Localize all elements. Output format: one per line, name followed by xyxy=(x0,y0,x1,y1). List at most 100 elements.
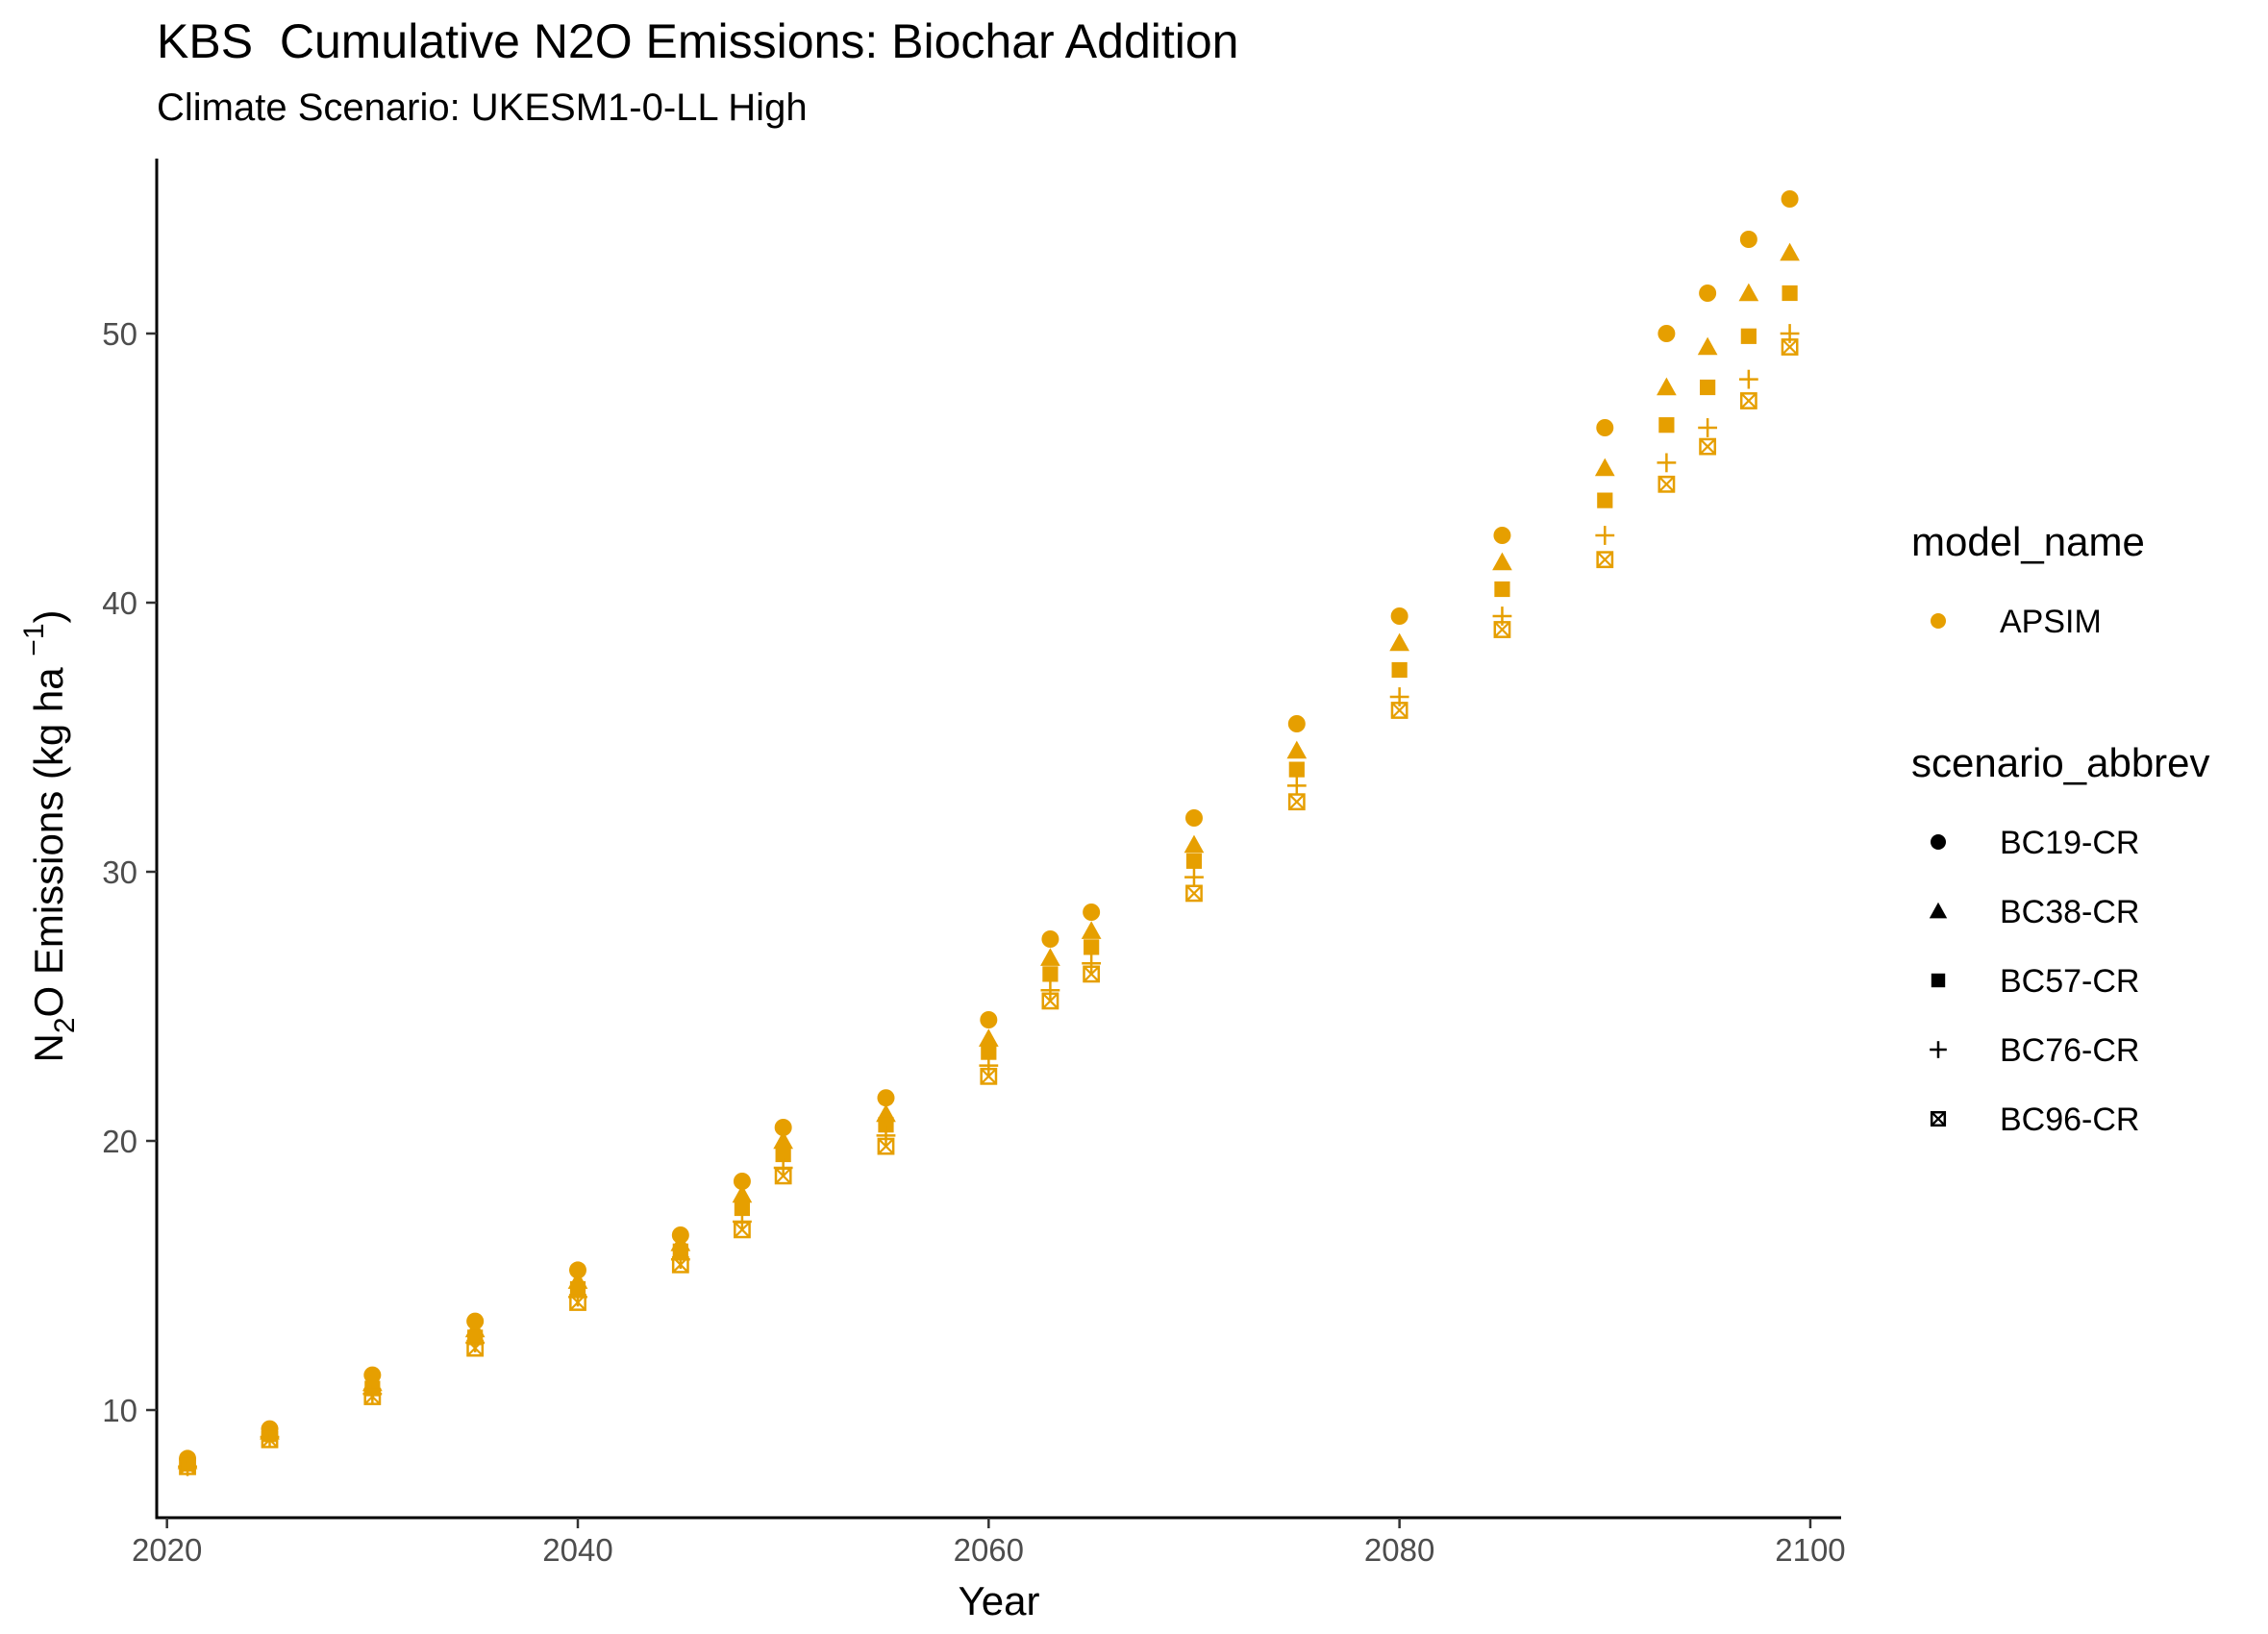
series-BC76-CR xyxy=(178,324,1800,1476)
point-BC76-CR-2065 xyxy=(1082,953,1102,974)
data-points xyxy=(177,190,1800,1476)
point-BC38-CR-2063 xyxy=(1040,948,1060,966)
point-BC76-CR-2060 xyxy=(979,1055,999,1076)
point-BC96-CR-2030 xyxy=(363,1388,382,1405)
chart-title: KBS Cumulative N2O Emissions: Biochar Ad… xyxy=(157,14,1239,68)
y-tick-label: 50 xyxy=(102,316,137,352)
series-BC38-CR xyxy=(177,242,1800,1470)
x-axis-title: Year xyxy=(959,1578,1040,1623)
legend-model_name: model_name APSIM xyxy=(1911,519,2145,640)
point-BC76-CR-2063 xyxy=(1040,980,1060,1001)
point-BC96-CR-2093 xyxy=(1657,475,1676,493)
point-BC96-CR-2021 xyxy=(179,1457,196,1475)
y-tick-label: 10 xyxy=(102,1393,137,1428)
point-BC76-CR-2090 xyxy=(1595,526,1615,545)
axes xyxy=(155,159,1841,1520)
x-tick-label: 2100 xyxy=(1775,1532,1845,1568)
point-BC57-CR-2048 xyxy=(734,1200,751,1217)
point-BC38-CR-2048 xyxy=(732,1184,753,1203)
series-BC96-CR xyxy=(179,338,1799,1475)
point-BC57-CR-2060 xyxy=(981,1044,997,1060)
legend-label: APSIM xyxy=(2000,604,2102,640)
point-BC57-CR-2085 xyxy=(1494,581,1510,598)
legend-title: model_name xyxy=(1911,519,2145,564)
x-tick-label: 2060 xyxy=(954,1532,1024,1568)
point-BC76-CR-2075 xyxy=(1286,776,1307,796)
point-BC96-CR-2070 xyxy=(1185,884,1203,903)
point-BC38-CR-2090 xyxy=(1594,458,1615,477)
point-BC96-CR-2035 xyxy=(466,1339,485,1357)
y-tick-label: 20 xyxy=(102,1124,137,1159)
point-BC57-CR-2097 xyxy=(1740,328,1757,344)
point-BC19-CR-2055 xyxy=(877,1089,895,1107)
point-BC96-CR-2080 xyxy=(1390,702,1408,719)
point-BC19-CR-2097 xyxy=(1739,231,1757,248)
point-BC57-CR-2063 xyxy=(1042,966,1059,982)
point-BC76-CR-2070 xyxy=(1184,867,1204,887)
legend-label: BC76-CR xyxy=(2000,1032,2139,1069)
point-BC19-CR-2060 xyxy=(980,1011,998,1028)
point-BC96-CR-2040 xyxy=(569,1294,586,1311)
point-BC38-CR-2099 xyxy=(1780,242,1800,261)
point-BC19-CR-2048 xyxy=(733,1173,751,1190)
legend-label: BC57-CR xyxy=(2000,963,2139,1000)
point-BC57-CR-2075 xyxy=(1288,761,1305,778)
point-BC19-CR-2090 xyxy=(1596,419,1614,436)
point-BC57-CR-2099 xyxy=(1782,285,1798,302)
legend-key-BC76-CR xyxy=(1930,1041,1947,1058)
x-tick-label: 2080 xyxy=(1364,1532,1434,1568)
point-BC19-CR-2065 xyxy=(1083,904,1101,921)
legend-label: BC96-CR xyxy=(2000,1102,2139,1138)
point-BC38-CR-2095 xyxy=(1697,336,1718,356)
point-BC76-CR-2095 xyxy=(1698,418,1718,437)
y-tick-label: 40 xyxy=(102,585,137,621)
legend-key-BC96-CR xyxy=(1930,1110,1947,1127)
chart-subtitle: Climate Scenario: UKESM1-0-LL High xyxy=(157,87,808,129)
point-BC19-CR-2095 xyxy=(1699,285,1717,302)
x-tick-label: 2040 xyxy=(542,1532,612,1568)
point-BC38-CR-2060 xyxy=(978,1028,999,1047)
series-BC57-CR xyxy=(179,285,1798,1473)
legend-key-BC57-CR xyxy=(1931,973,1946,988)
point-BC19-CR-2040 xyxy=(569,1261,586,1279)
y-tick-label: 30 xyxy=(102,854,137,890)
point-BC96-CR-2025 xyxy=(261,1430,279,1448)
point-BC76-CR-2055 xyxy=(876,1126,896,1146)
point-BC57-CR-2080 xyxy=(1391,661,1408,679)
point-BC57-CR-2055 xyxy=(878,1117,894,1133)
legend-key-BC38-CR xyxy=(1929,902,1948,919)
point-BC96-CR-2085 xyxy=(1493,621,1511,638)
legend-label: BC38-CR xyxy=(2000,894,2139,930)
point-BC38-CR-2075 xyxy=(1286,740,1308,759)
point-BC96-CR-2075 xyxy=(1287,793,1306,811)
point-BC96-CR-2048 xyxy=(734,1221,751,1239)
point-BC38-CR-2070 xyxy=(1184,834,1205,854)
legend-key-APSIM xyxy=(1931,613,1946,629)
legend-key-BC19-CR xyxy=(1931,834,1946,850)
x-tick-label: 2020 xyxy=(132,1532,202,1568)
point-BC96-CR-2099 xyxy=(1781,338,1799,356)
point-BC57-CR-2070 xyxy=(1185,853,1203,869)
point-BC96-CR-2055 xyxy=(877,1137,895,1155)
x-ticks: 2020 2040 2060 2080 2100 xyxy=(132,1518,1846,1568)
point-BC76-CR-2093 xyxy=(1657,453,1677,473)
point-BC19-CR-2070 xyxy=(1184,809,1203,827)
point-BC96-CR-2065 xyxy=(1083,965,1101,983)
point-BC96-CR-2063 xyxy=(1041,992,1059,1010)
point-BC57-CR-2090 xyxy=(1597,492,1613,508)
point-BC96-CR-2095 xyxy=(1699,437,1717,456)
point-BC38-CR-2093 xyxy=(1657,377,1677,396)
legend-label: BC19-CR xyxy=(2000,825,2139,861)
point-BC38-CR-2097 xyxy=(1738,283,1759,302)
legend-title: scenario_abbrev xyxy=(1911,740,2210,785)
point-BC38-CR-2050 xyxy=(773,1130,794,1150)
point-BC96-CR-2097 xyxy=(1739,392,1757,409)
point-BC38-CR-2085 xyxy=(1492,552,1512,571)
point-BC19-CR-2093 xyxy=(1657,325,1676,342)
point-BC19-CR-2075 xyxy=(1287,715,1306,732)
y-axis-title: N2O Emissions (kg ha −1) xyxy=(18,609,81,1062)
point-BC57-CR-2065 xyxy=(1084,939,1100,955)
point-BC57-CR-2050 xyxy=(775,1146,791,1163)
point-BC96-CR-2050 xyxy=(774,1167,792,1185)
point-BC38-CR-2080 xyxy=(1389,632,1409,652)
